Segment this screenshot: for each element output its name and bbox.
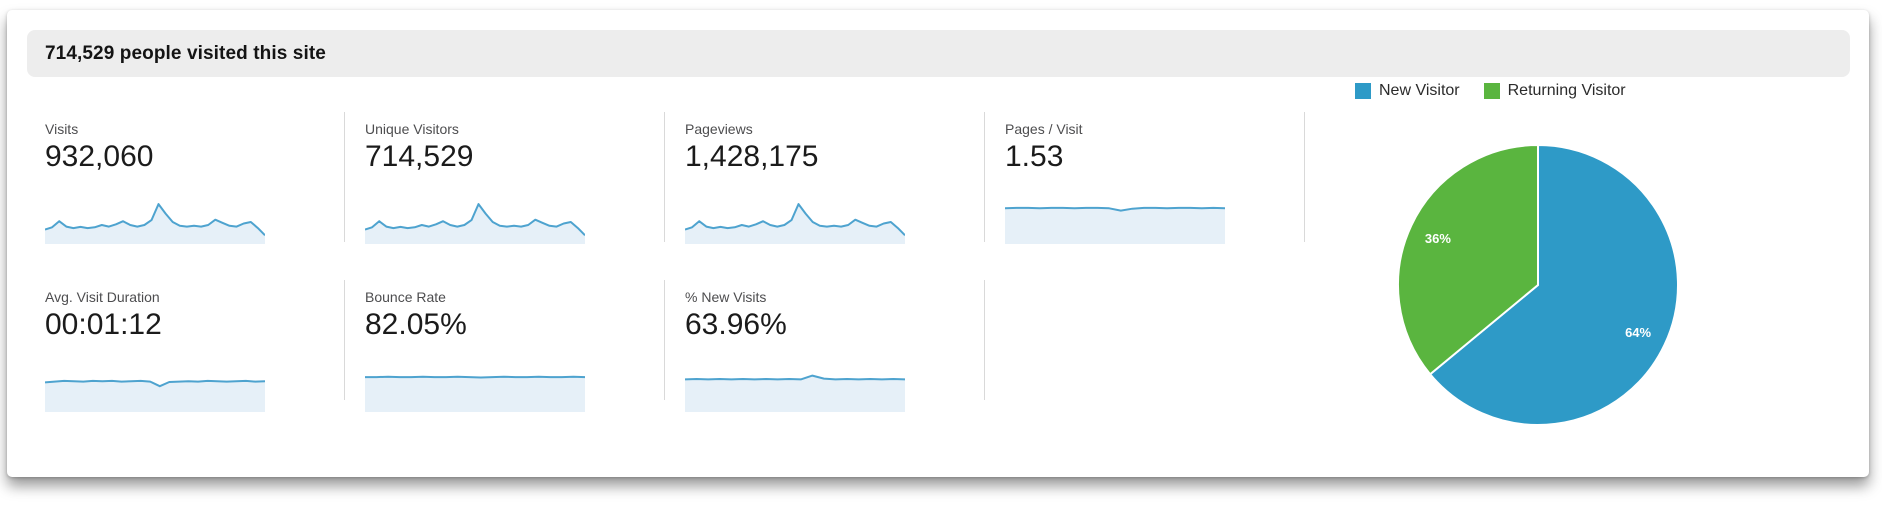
pie-slice-label: 64% [1625,325,1651,340]
metric-value: 714,529 [365,140,474,173]
legend-label: New Visitor [1379,82,1460,99]
metric-sparkline [365,203,585,244]
metric-label: Avg. Visit Duration [45,289,160,305]
metric-label: Pages / Visit [1005,121,1083,137]
metric-card-visits[interactable]: Visits 932,060 [25,112,345,244]
metric-card-new-visits[interactable]: % New Visits 63.96% [665,280,985,412]
metric-value: 1,428,175 [685,140,819,173]
metric-value: 932,060 [45,140,154,173]
metric-card-pageviews[interactable]: Pageviews 1,428,175 [665,112,985,244]
metric-label: Bounce Rate [365,289,446,305]
visitor-type-pie-chart: 64% 36% [1393,140,1683,430]
metric-value: 63.96% [685,308,787,341]
metric-sparkline [365,375,585,412]
metric-card-unique-visitors[interactable]: Unique Visitors 714,529 [345,112,665,244]
summary-title: 714,529 people visited this site [45,42,326,64]
metric-value: 82.05% [365,308,467,341]
legend-item-returning-visitor: Returning Visitor [1483,82,1626,100]
metric-card-bounce-rate[interactable]: Bounce Rate 82.05% [345,280,665,412]
metric-label: Pageviews [685,121,753,137]
pie-svg: 64% 36% [1397,143,1679,426]
metric-card-pages-visit[interactable]: Pages / Visit 1.53 [985,112,1305,244]
metric-card-avg-visit-duration[interactable]: Avg. Visit Duration 00:01:12 [25,280,345,412]
metric-label: Unique Visitors [365,121,459,137]
metric-sparkline [685,203,905,244]
legend-label: Returning Visitor [1507,82,1626,99]
metric-label: % New Visits [685,289,767,305]
metrics-row-2: Avg. Visit Duration 00:01:12 Bounce Rate 82… [25,280,985,412]
metric-value: 00:01:12 [45,308,162,341]
pie-slice-new-visitor[interactable] [1428,143,1679,426]
metric-sparkline [45,203,265,244]
metric-value: 1.53 [1005,140,1064,173]
legend-swatch-icon [1483,83,1500,99]
legend-item-new-visitor: New Visitor [1355,82,1460,100]
pie-slice-returning-visitor[interactable] [1397,143,1539,376]
pie-slice-label: 36% [1425,231,1451,246]
metric-sparkline [45,379,265,412]
metric-sparkline [1005,206,1225,244]
metric-label: Visits [45,121,79,137]
metric-sparkline [685,374,905,412]
legend-swatch-icon [1355,83,1371,99]
pie-legend: New Visitor Returning Visitor [1355,82,1626,100]
overview-panel: 714,529 people visited this site Visits 9… [7,10,1869,477]
summary-header-bar: 714,529 people visited this site [27,30,1850,77]
metrics-row-1: Visits 932,060 Unique Visitors 714,529 Pagev… [25,112,1305,244]
